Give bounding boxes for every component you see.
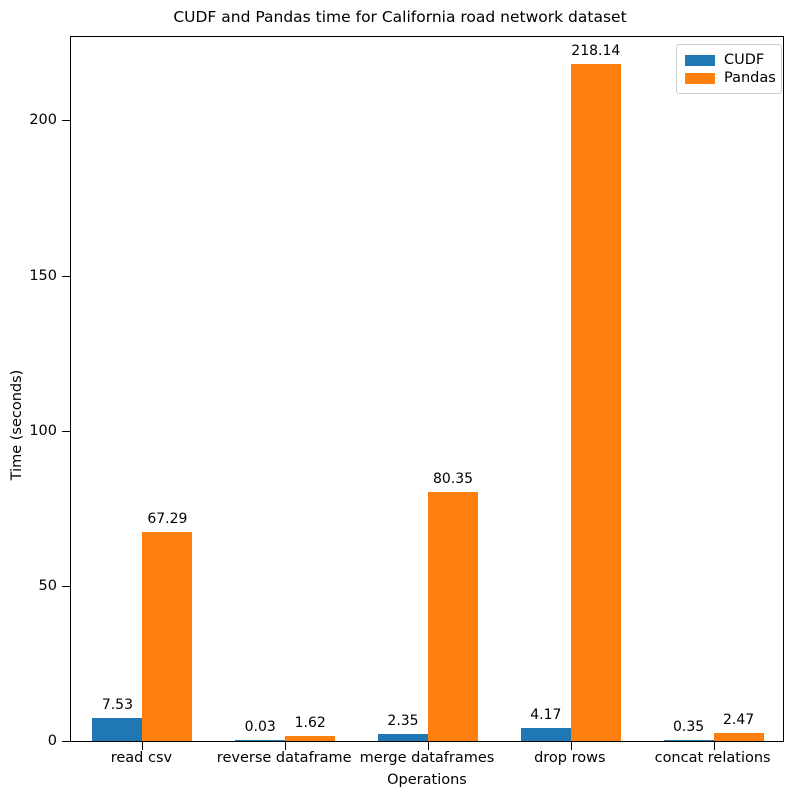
legend: CUDF Pandas bbox=[676, 44, 782, 94]
x-tick-mark bbox=[285, 741, 287, 750]
y-tick-label: 0 bbox=[47, 733, 57, 749]
legend-label: Pandas bbox=[724, 70, 776, 86]
bar-value-label: 0.03 bbox=[244, 719, 276, 735]
plot-area: 0 50 100 150 200 7.53 67.29 0.03 1.62 2.35 80.35 4… bbox=[29, 36, 784, 750]
x-tick-mark bbox=[428, 741, 429, 750]
bar-cudf-concat-relations bbox=[663, 739, 714, 741]
y-tick-mark bbox=[62, 120, 71, 122]
bar-value-label: 7.53 bbox=[101, 696, 133, 713]
bar-pandas-reverse-dataframe bbox=[285, 735, 336, 741]
bar-cudf-drop-rows bbox=[520, 728, 571, 741]
bar-value-label: 0.35 bbox=[673, 718, 705, 735]
x-tick-mark bbox=[142, 741, 144, 750]
x-tick-label: drop rows bbox=[534, 750, 606, 766]
y-tick-mark bbox=[62, 741, 71, 742]
bar-cudf-reverse-dataframe bbox=[235, 740, 286, 741]
legend-item-pandas[interactable]: Pandas bbox=[685, 69, 776, 87]
bar-value-label: 218.14 bbox=[571, 43, 621, 60]
bar-value-label: 2.47 bbox=[722, 712, 755, 729]
bar-pandas-drop-rows bbox=[570, 64, 621, 741]
y-tick-mark bbox=[62, 585, 71, 587]
bar-value-label: 2.35 bbox=[387, 712, 419, 729]
y-tick-mark bbox=[62, 275, 71, 277]
x-tick-mark bbox=[713, 741, 715, 750]
legend-swatch-pandas bbox=[685, 72, 715, 84]
bar-pandas-merge-dataframes bbox=[428, 491, 478, 741]
y-tick-label: 50 bbox=[38, 577, 57, 594]
y-tick-label: 150 bbox=[29, 267, 57, 284]
x-tick-label: concat relations bbox=[654, 750, 771, 766]
x-tick-label: merge dataframes bbox=[359, 750, 495, 766]
bar-cudf-read-csv bbox=[92, 717, 143, 741]
x-tick-label: reverse dataframe bbox=[216, 750, 352, 766]
bar-pandas-read-csv bbox=[142, 532, 193, 741]
bar-cudf-merge-dataframes bbox=[378, 733, 428, 741]
x-tick-mark bbox=[570, 741, 572, 750]
x-tick-label: read csv bbox=[110, 750, 173, 766]
x-axis-label: Operations bbox=[387, 772, 467, 788]
bar-value-label: 4.17 bbox=[530, 707, 562, 724]
plot-inner: 0 50 100 150 200 7.53 67.29 0.03 1.62 2.35 80.35 4… bbox=[29, 37, 783, 750]
bar-value-label: 80.35 bbox=[432, 470, 474, 487]
y-tick-label: 200 bbox=[29, 112, 57, 129]
bar-value-label: 67.29 bbox=[147, 511, 188, 528]
y-axis-label-container: Time (seconds) bbox=[9, 36, 32, 742]
legend-label: CUDF bbox=[724, 52, 765, 68]
y-tick-mark bbox=[62, 430, 71, 432]
bar-value-label: 1.62 bbox=[294, 714, 326, 731]
y-tick-label: 100 bbox=[29, 422, 57, 439]
y-axis-label: Time (seconds) bbox=[9, 369, 25, 481]
legend-item-cudf[interactable]: CUDF bbox=[685, 51, 773, 69]
bar-pandas-concat-relations bbox=[713, 733, 764, 741]
legend-swatch-cudf bbox=[685, 54, 715, 66]
chart-title: CUDF and Pandas time for California road… bbox=[173, 8, 627, 26]
